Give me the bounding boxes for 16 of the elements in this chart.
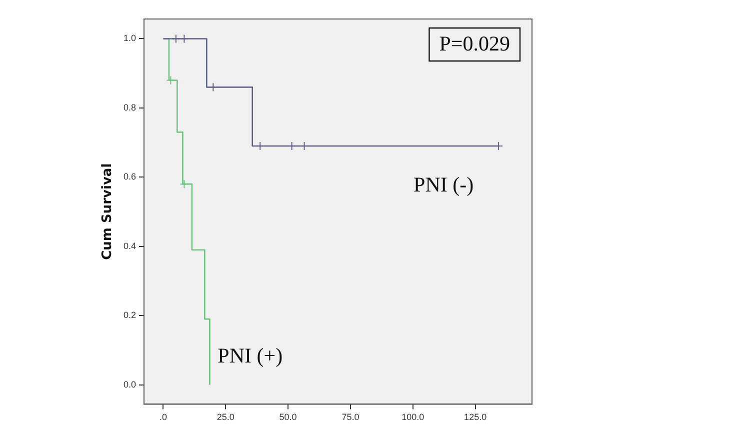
annotation: P=0.029 xyxy=(439,32,510,56)
y-tick-label: 0.0 xyxy=(123,379,136,390)
series-label: PNI (-) xyxy=(414,172,474,197)
y-tick-label: 0.4 xyxy=(123,240,136,251)
x-tick-label: .0 xyxy=(159,412,167,422)
y-tick-label: 1.0 xyxy=(123,33,136,44)
y-tick-label: 0.2 xyxy=(123,310,136,320)
x-tick-label: 100.0 xyxy=(402,412,424,422)
x-tick-label: 125.0 xyxy=(464,412,487,422)
x-tick-label: 50.0 xyxy=(279,412,297,422)
x-tick-label: 75.0 xyxy=(342,412,360,422)
x-tick-label: 25.0 xyxy=(216,412,234,422)
y-tick-label: 0.8 xyxy=(123,102,136,112)
y-tick-label: 0.6 xyxy=(123,172,136,182)
y-axis-title: Cum Survival xyxy=(100,163,116,260)
series-label: PNI (+) xyxy=(218,343,283,368)
